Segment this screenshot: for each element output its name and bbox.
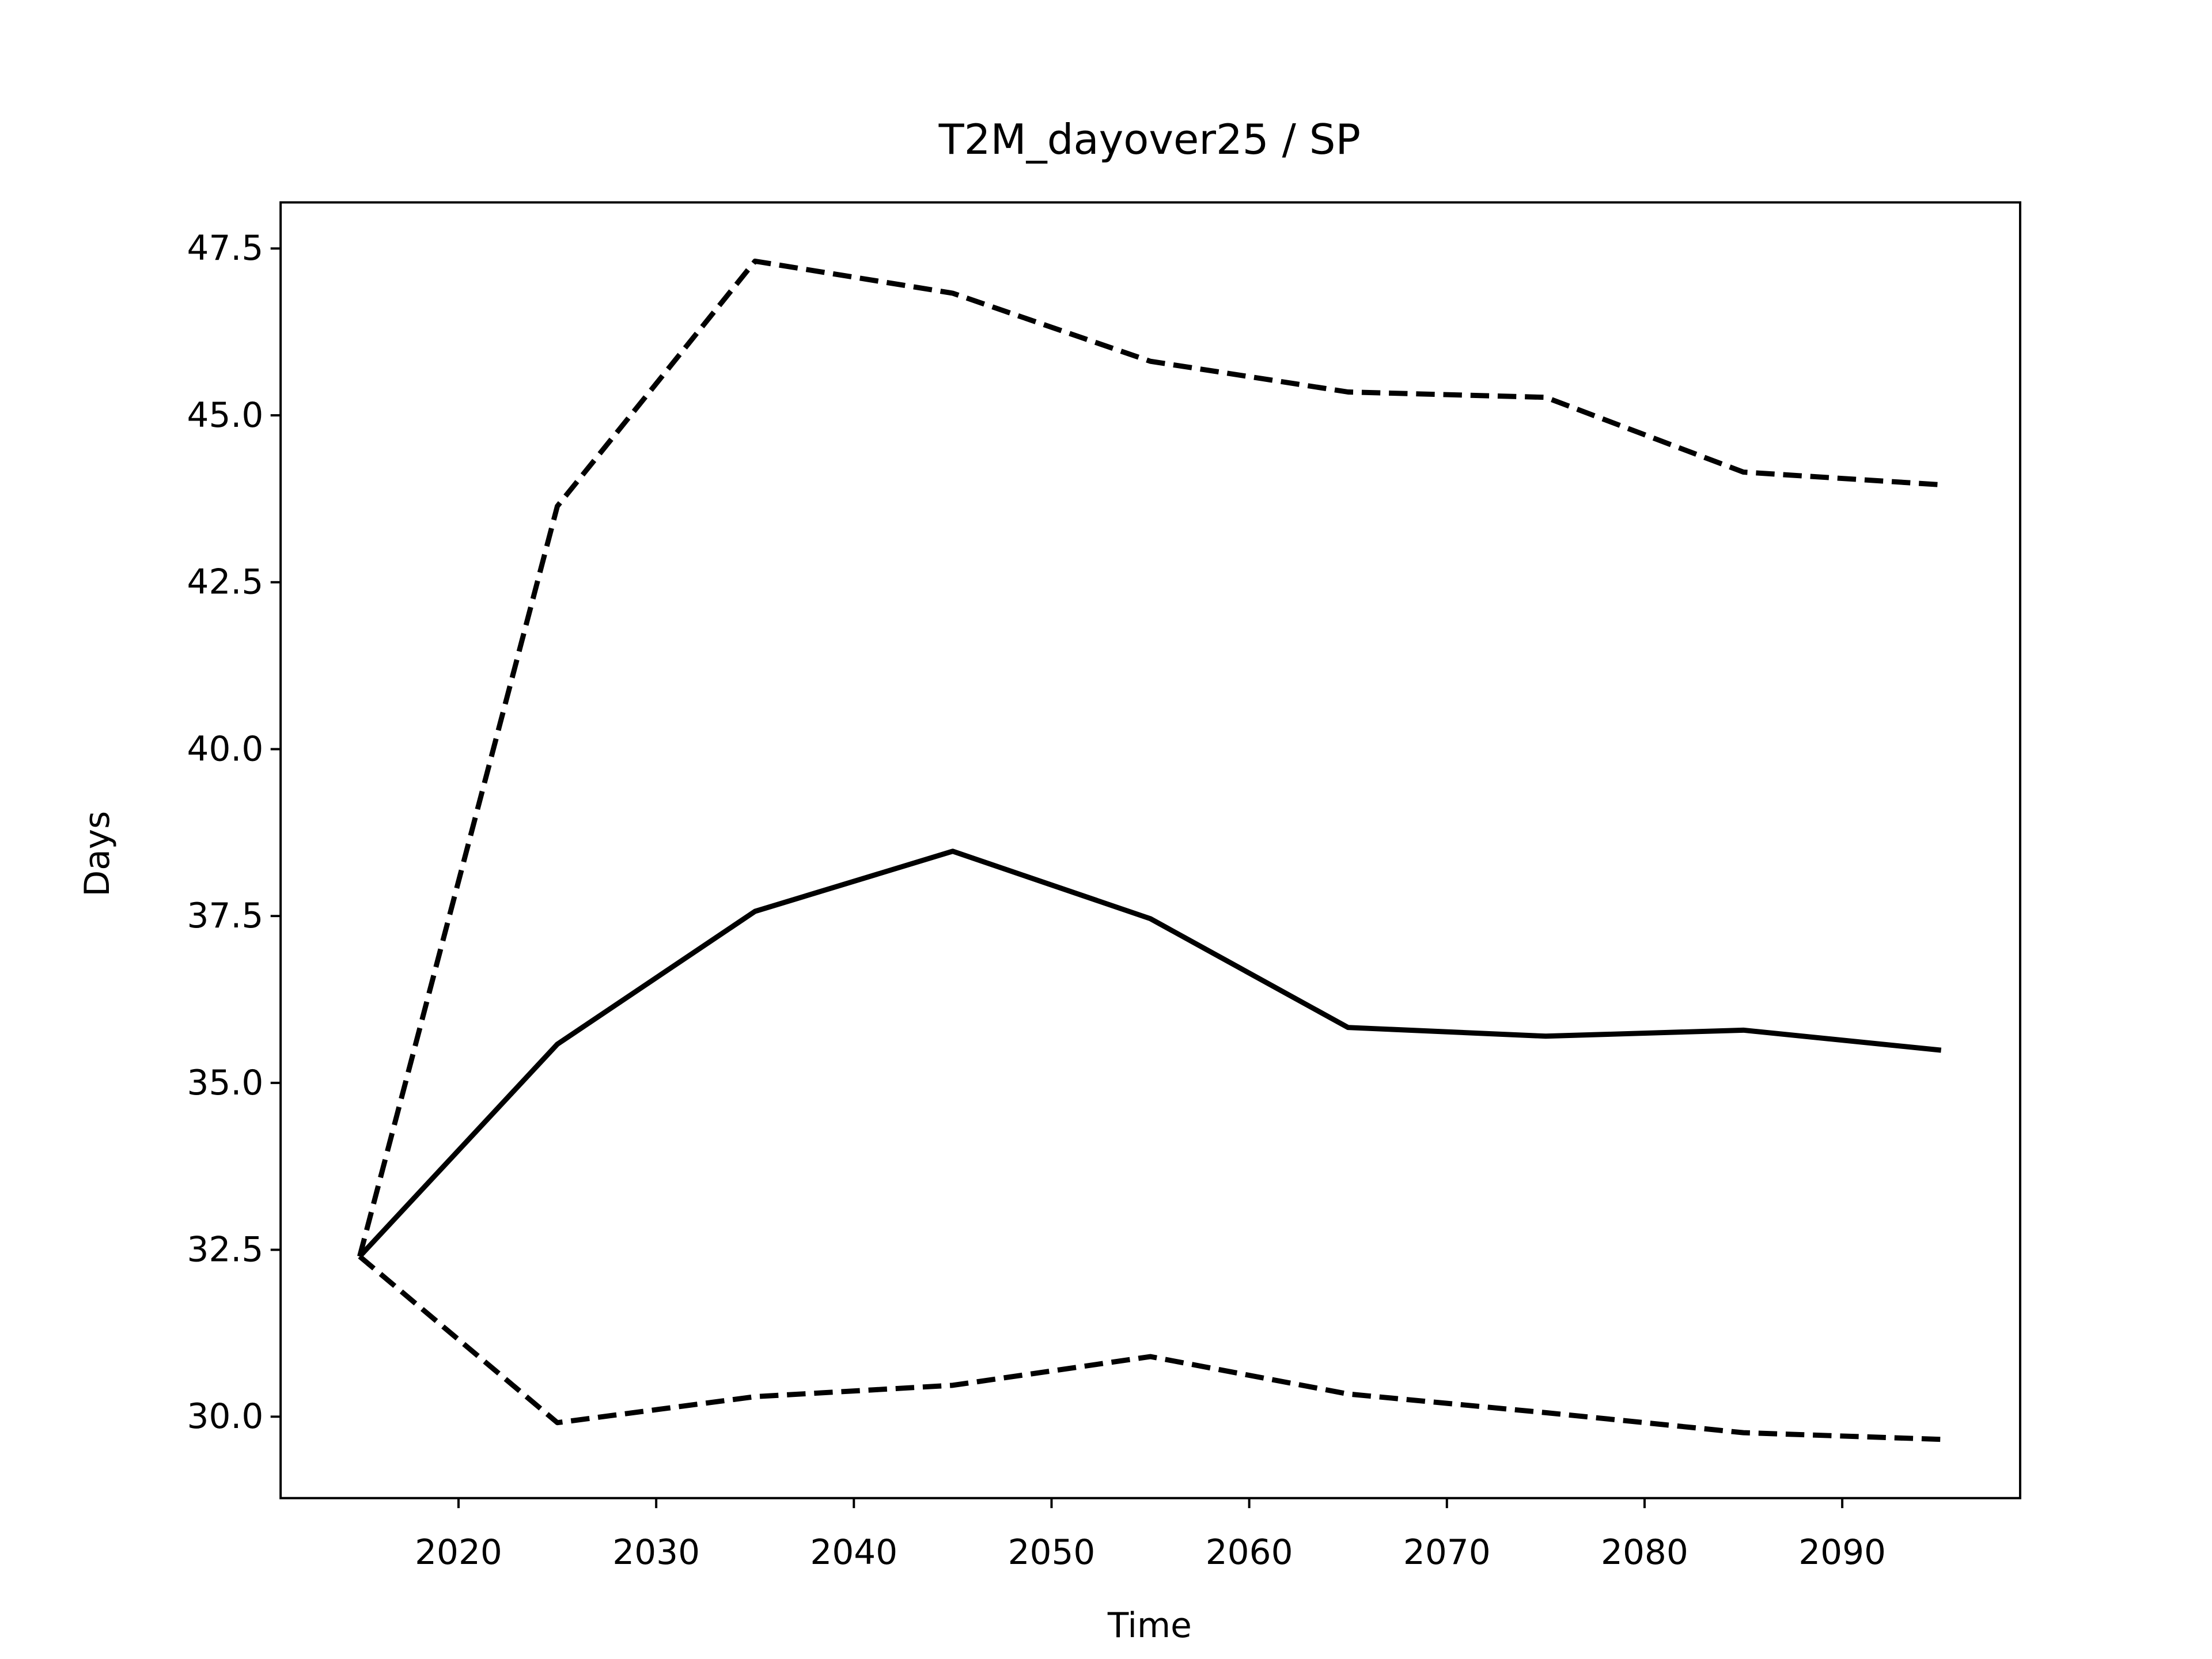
x-tick-label: 2040 [810, 1533, 897, 1573]
x-tick-label: 2070 [1403, 1533, 1491, 1573]
y-tick-label: 35.0 [187, 1063, 264, 1103]
y-axis-label: Days [78, 811, 118, 897]
y-tick-label: 42.5 [187, 563, 264, 603]
x-tick-label: 2060 [1206, 1533, 1293, 1573]
y-tick-label: 32.5 [187, 1230, 264, 1270]
x-axis-label: Time [1107, 1606, 1192, 1646]
x-tick-label: 2090 [1798, 1533, 1886, 1573]
x-tick-label: 2030 [612, 1533, 700, 1573]
y-tick-label: 40.0 [187, 729, 264, 769]
series-line [358, 1254, 1941, 1442]
series-line [357, 258, 1941, 1257]
y-tick-label: 45.0 [187, 396, 264, 435]
series-line [358, 849, 1942, 1259]
y-tick-label: 30.0 [187, 1397, 264, 1437]
y-tick-label: 37.5 [187, 896, 264, 936]
plot-frame [279, 201, 2021, 1499]
x-tick-label: 2020 [415, 1533, 502, 1573]
y-tick-label: 47.5 [187, 229, 264, 268]
x-tick-label: 2080 [1601, 1533, 1688, 1573]
x-tick-label: 2050 [1008, 1533, 1096, 1573]
chart-title: T2M_dayover25 / SP [938, 115, 1361, 164]
